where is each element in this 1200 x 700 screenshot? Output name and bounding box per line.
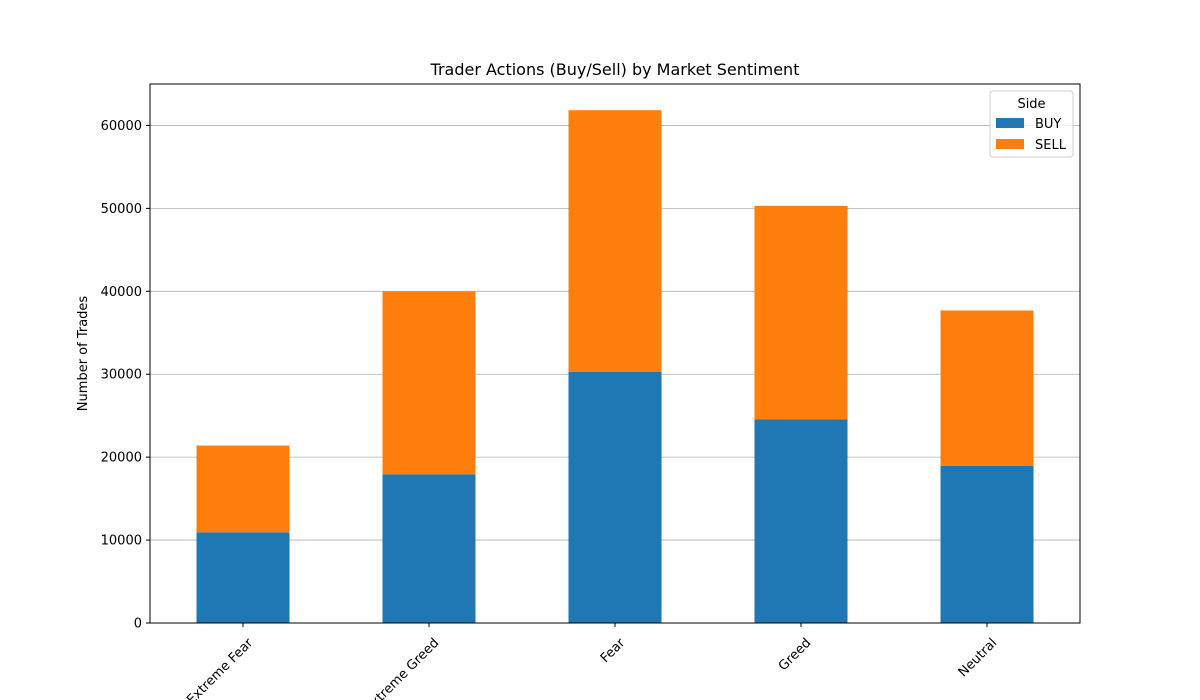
bar-buy-greed — [754, 419, 848, 623]
legend: Side BUY SELL — [989, 90, 1074, 158]
bar-buy-extreme-greed — [382, 474, 476, 623]
legend-swatch-sell — [996, 139, 1024, 149]
x-tick-label: Neutral — [956, 636, 1001, 681]
bar-sell-neutral — [940, 310, 1034, 466]
chart-title: Trader Actions (Buy/Sell) by Market Sent… — [430, 60, 800, 79]
y-tick-label: 60000 — [101, 119, 142, 134]
legend-title: Side — [1017, 97, 1045, 112]
bar-buy-extreme-fear — [196, 532, 290, 623]
x-axis-ticks: Extreme Fear Extreme Greed Fear Greed Neutra… — [184, 623, 1000, 700]
bars — [196, 110, 1034, 623]
legend-items: BUY SELL — [996, 117, 1067, 153]
x-tick-label: Extreme Fear — [184, 635, 257, 700]
legend-label-buy: BUY — [1035, 117, 1061, 132]
legend-swatch-buy — [996, 118, 1024, 128]
y-tick-label: 20000 — [101, 451, 142, 466]
bar-sell-fear — [568, 110, 662, 372]
bar-sell-greed — [754, 205, 848, 420]
y-tick-label: 0 — [134, 617, 142, 632]
y-tick-label: 30000 — [101, 368, 142, 383]
bar-sell-extreme-greed — [382, 291, 476, 475]
x-tick-label: Fear — [598, 635, 629, 666]
y-tick-label: 40000 — [101, 285, 142, 300]
y-tick-label: 50000 — [101, 202, 142, 217]
y-axis-label: Number of Trades — [76, 296, 91, 412]
y-axis-ticks: 0 10000 20000 30000 40000 50000 60000 — [101, 119, 150, 632]
bar-sell-extreme-fear — [196, 445, 290, 533]
y-tick-label: 10000 — [101, 534, 142, 549]
x-tick-label: Greed — [776, 636, 814, 674]
bar-buy-neutral — [940, 465, 1034, 623]
bar-buy-fear — [568, 371, 662, 623]
x-tick-label: Extreme Greed — [362, 636, 442, 700]
legend-label-sell: SELL — [1035, 138, 1067, 153]
